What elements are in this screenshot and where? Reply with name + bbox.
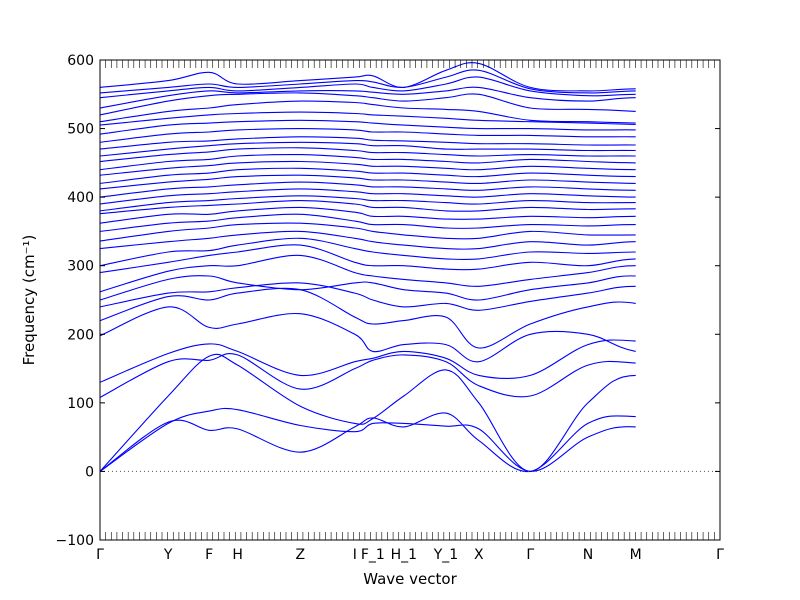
band-7	[99, 287, 636, 349]
band-34	[99, 76, 636, 99]
bands-layer	[99, 62, 636, 472]
q-point-label: Γ	[526, 547, 534, 563]
band-5	[99, 339, 636, 383]
plot-frame	[99, 59, 721, 541]
q-point-label: H	[232, 547, 243, 563]
q-point-label: M	[630, 547, 642, 563]
band-33	[99, 86, 636, 109]
y-tick-label: 100	[67, 396, 94, 412]
q-point-label: Γ	[716, 547, 724, 563]
y-axis-label: Frequency (cm⁻¹)	[20, 235, 38, 366]
x-axis-ticks: Γ Y F H Z I F_1 H_1 Y_1 X Γ N M Γ	[96, 547, 724, 563]
q-point-label: Y_1	[433, 547, 458, 563]
y-tick-label: 400	[67, 190, 94, 206]
y-tick-label: 0	[85, 464, 94, 480]
band-24	[99, 154, 636, 171]
q-point-label: F_1	[361, 547, 385, 563]
band-32	[99, 92, 636, 116]
q-point-label: Γ	[96, 547, 104, 563]
y-tick-label: −100	[56, 533, 94, 549]
y-tick-label: 300	[67, 259, 94, 275]
band-18	[99, 195, 636, 212]
band-36	[99, 62, 636, 92]
band-9	[99, 275, 636, 301]
band-16	[99, 206, 636, 224]
x-minor-ticks	[99, 60, 721, 540]
q-point-label: Y	[163, 547, 173, 563]
band-26	[99, 141, 636, 157]
band-21	[99, 174, 636, 190]
x-axis-label: Wave vector	[363, 570, 457, 588]
band-27	[99, 136, 636, 150]
band-11	[99, 244, 636, 274]
band-20	[99, 181, 636, 198]
band-8	[99, 282, 636, 311]
band-6	[99, 306, 636, 363]
band-22	[99, 167, 636, 184]
band-12	[99, 237, 636, 267]
q-point-label: N	[583, 547, 593, 563]
band-14	[99, 222, 636, 242]
q-point-label: X	[474, 547, 484, 563]
band-25	[99, 147, 636, 163]
band-28	[99, 128, 636, 143]
band-3	[99, 353, 636, 472]
band-29	[99, 119, 636, 135]
q-point-label: H_1	[391, 547, 417, 563]
band-19	[99, 188, 636, 205]
band-13	[99, 230, 636, 250]
y-tick-label: 200	[67, 327, 94, 343]
q-point-label: F	[205, 547, 213, 563]
y-axis-ticks: −100 0 100 200 300 400 500 600	[56, 53, 720, 549]
y-tick-label: 500	[67, 122, 94, 138]
band-35	[99, 69, 636, 94]
band-10	[99, 254, 636, 293]
band-30	[99, 111, 636, 126]
q-point-label: I	[353, 547, 357, 563]
band-15	[99, 213, 636, 232]
band-23	[99, 160, 636, 176]
band-4	[99, 353, 636, 398]
q-point-label: Z	[295, 547, 305, 563]
band-31	[99, 100, 636, 124]
band-17	[99, 200, 636, 215]
y-tick-label: 600	[67, 53, 94, 69]
